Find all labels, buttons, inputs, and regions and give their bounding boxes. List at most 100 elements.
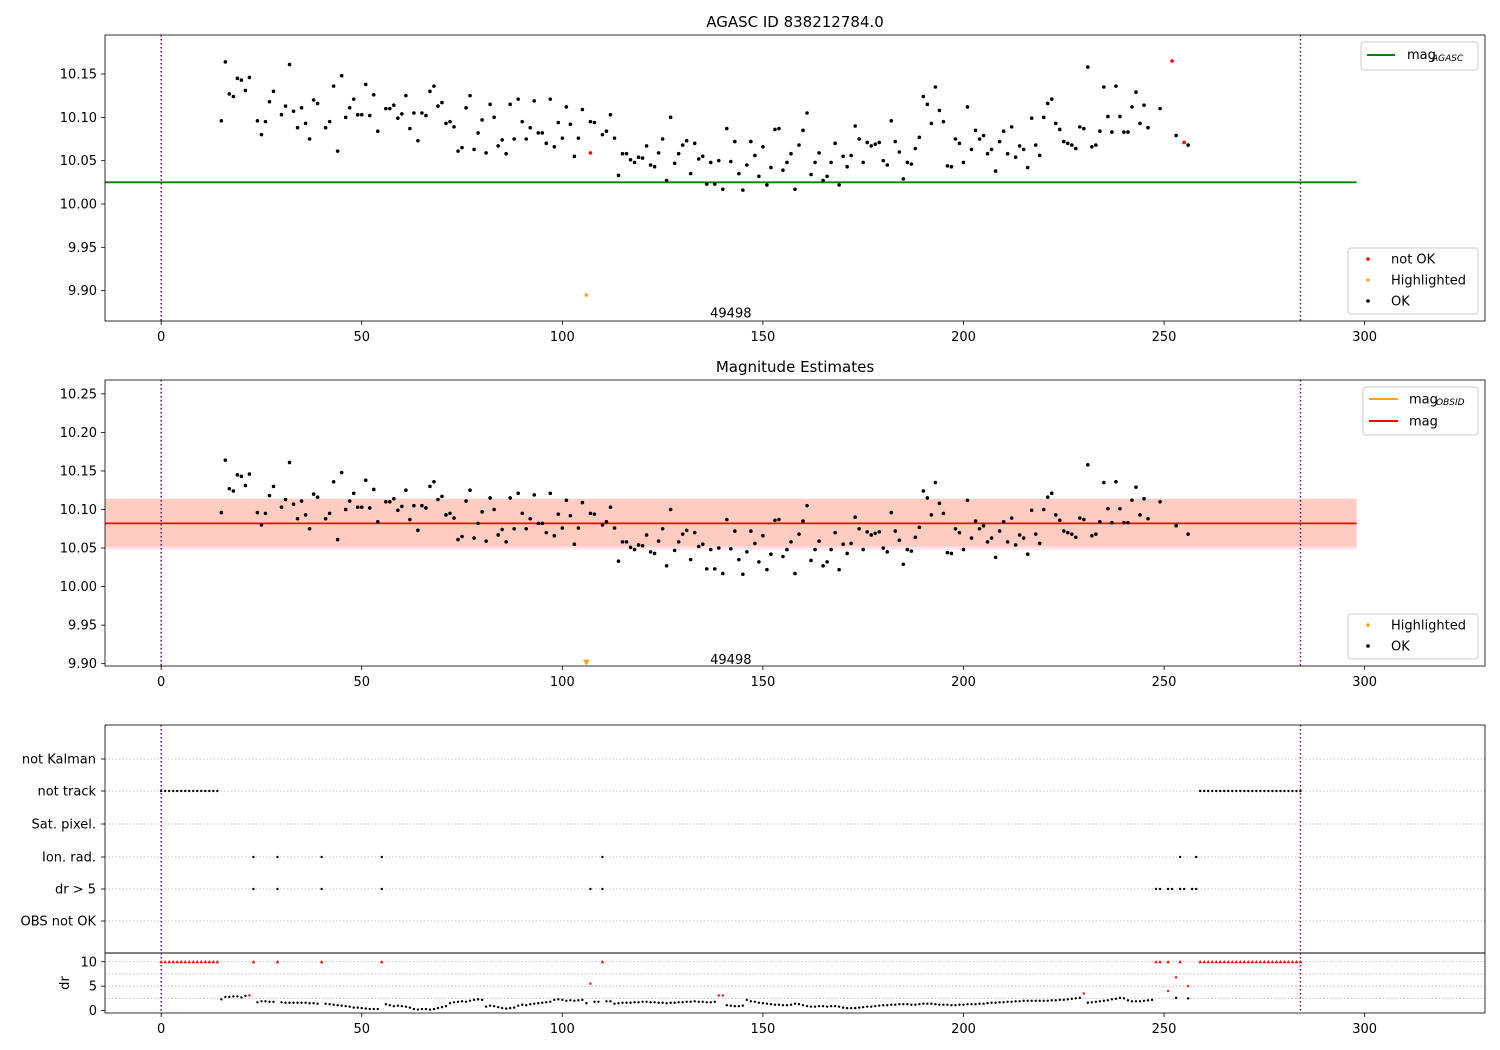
data-point-ok (219, 510, 224, 515)
dr-point-ok (1122, 997, 1126, 1000)
data-point-ok (1130, 105, 1134, 109)
flag-point (184, 789, 187, 793)
data-point-ok (1122, 520, 1126, 525)
legend-marker (1366, 644, 1370, 648)
data-point-ok (572, 542, 577, 546)
data-point-ok (412, 111, 416, 115)
dr-point-ok (954, 1003, 957, 1007)
data-point-ok (632, 160, 637, 165)
data-point-ok (339, 73, 344, 78)
flag-point (1247, 789, 1250, 793)
data-point-ok (781, 168, 785, 172)
data-point-ok (692, 530, 697, 535)
dr-clipped-marker (1298, 959, 1303, 964)
data-point-ok (708, 160, 713, 165)
dr-point-ok (392, 1004, 396, 1008)
data-point-ok (480, 118, 484, 122)
data-point-ok (496, 144, 500, 148)
dr-point-ok (1078, 996, 1082, 1000)
dr-point-ok (733, 1004, 737, 1008)
data-point-ok (408, 126, 412, 131)
dr-clipped-marker (179, 959, 184, 964)
data-point-ok (303, 121, 308, 126)
dr-point-ok (777, 1003, 781, 1006)
dr-point-ok (516, 1004, 520, 1007)
flag-point (1263, 789, 1266, 793)
data-point-ok (644, 144, 649, 148)
data-point-ok (255, 510, 260, 515)
data-point-ok (813, 160, 817, 165)
data-point-ok (1118, 114, 1122, 119)
data-point-ok (897, 538, 902, 543)
data-point-ok (1065, 141, 1070, 146)
dr-point-ok (669, 1001, 672, 1004)
data-point-ok (363, 478, 368, 483)
dr-point-ok (236, 995, 239, 998)
data-point-ok (1001, 129, 1006, 133)
dr-point-ok (801, 1003, 805, 1007)
dr-point-ok (500, 1006, 504, 1010)
x-tick-label: 150 (750, 1022, 775, 1037)
dr-clipped-marker (600, 959, 605, 964)
data-point-ok (937, 108, 942, 113)
data-point-ok (1106, 114, 1110, 119)
flag-point (276, 855, 279, 859)
data-point-ok (331, 84, 336, 88)
data-point-ok (1090, 533, 1094, 538)
data-point-ok (901, 177, 906, 181)
data-point-ok (327, 119, 332, 124)
dr-point-ok (272, 1000, 275, 1003)
data-point-ok (1025, 165, 1030, 170)
data-point-ok (889, 510, 894, 515)
data-point-ok (1102, 85, 1106, 89)
data-point-ok (392, 103, 396, 107)
dr-point-ok (312, 1002, 315, 1005)
data-point-ok (640, 543, 645, 548)
flag-row-label: not track (37, 785, 96, 800)
data-point-ok (371, 93, 376, 97)
data-point-ok (893, 139, 898, 144)
data-point-ok (524, 137, 529, 141)
dr-point-ok (673, 1001, 676, 1004)
data-point-ok (223, 60, 228, 64)
dr-point-ok (821, 1004, 825, 1008)
data-point-ok (396, 508, 400, 513)
data-point-ok (231, 489, 236, 493)
data-point-ok (1041, 115, 1046, 120)
data-point-ok (1078, 125, 1082, 129)
dr-point-ok (1042, 999, 1045, 1003)
data-point-ok (1029, 116, 1034, 120)
flag-point (589, 887, 592, 891)
dr-clipped-marker (159, 959, 163, 964)
dr-point-ok (845, 1006, 849, 1010)
data-point-ok (335, 149, 340, 153)
dr-point-ok (404, 1005, 408, 1008)
dr-point-ok (597, 1000, 600, 1003)
flag-point (1271, 789, 1274, 793)
data-point-ok (676, 151, 681, 156)
data-point-ok (388, 106, 392, 111)
dr-point-ok (930, 1002, 933, 1005)
data-point-ok (1021, 536, 1026, 540)
x-tick-label: 100 (550, 1022, 575, 1037)
dr-clipped-marker (1282, 959, 1287, 964)
data-point-ok (829, 160, 833, 165)
dr-clipped-marker (1274, 959, 1279, 964)
dr-point-ok (922, 1002, 925, 1005)
data-point-ok (359, 505, 364, 509)
dr-point-ok (841, 1006, 845, 1009)
data-point-ok (1082, 517, 1086, 522)
data-point-ok (572, 154, 577, 159)
dr-point-ok (384, 1003, 388, 1006)
data-point-ok (969, 147, 974, 152)
data-point-ok (1114, 84, 1118, 88)
flag-row-label: OBS not OK (21, 915, 97, 930)
data-point-ok (243, 88, 248, 93)
flag-point (380, 887, 384, 891)
data-point-ok (1057, 518, 1062, 523)
dr-point-ok (878, 1004, 881, 1007)
flag-point (1198, 789, 1202, 793)
dr-point-ok (356, 1006, 359, 1009)
data-point-ok (1138, 513, 1142, 517)
flag-point (1219, 789, 1222, 793)
